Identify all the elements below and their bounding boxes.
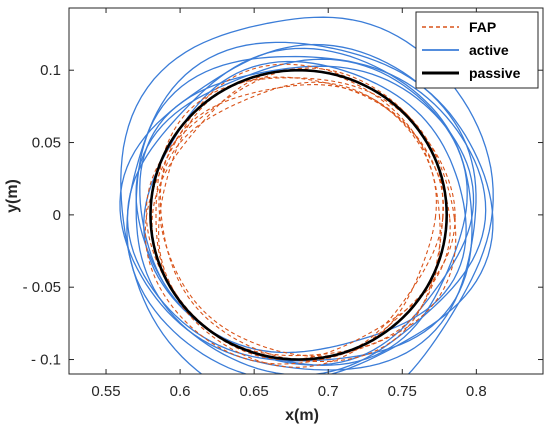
series-FAP-loop [145, 67, 444, 363]
y-axis-ticks: - 0.1 - 0.05 0 0.05 0.1 [23, 62, 543, 369]
x-tick-label: 0.7 [318, 383, 339, 400]
y-tick-label: 0.1 [40, 62, 61, 79]
series-FAP-loop [155, 77, 456, 368]
y-tick-label: - 0.1 [31, 352, 61, 369]
y-axis-label: y(m) [4, 179, 21, 213]
x-tick-label: 0.8 [466, 383, 487, 400]
plot-frame [68, 7, 544, 375]
x-tick-label: 0.6 [170, 383, 191, 400]
x-axis-ticks: 0.55 0.6 0.65 0.7 0.75 0.8 [91, 8, 487, 400]
series-FAP-loop [159, 84, 444, 361]
series-FAP-loop [151, 68, 441, 357]
x-tick-label: 0.55 [91, 383, 120, 400]
y-tick-label: 0 [53, 207, 61, 224]
y-tick-label: 0.05 [32, 135, 61, 152]
series-active-loop [119, 43, 477, 371]
x-tick-label: 0.75 [388, 383, 417, 400]
legend-label-passive: passive [469, 65, 521, 81]
legend-label-active: active [469, 42, 509, 58]
series-active-loop [126, 47, 473, 362]
x-tick-label: 0.65 [240, 383, 269, 400]
legend-label-fap: FAP [469, 19, 496, 35]
x-axis-label: x(m) [285, 407, 319, 424]
series-passive-loop [149, 68, 449, 361]
series-active-loop [139, 65, 475, 366]
series-layer [119, 16, 494, 374]
series-active-loop [120, 16, 494, 374]
series-active-loop [135, 58, 468, 366]
y-tick-label: - 0.05 [23, 279, 61, 296]
legend: FAP active passive [415, 11, 539, 89]
